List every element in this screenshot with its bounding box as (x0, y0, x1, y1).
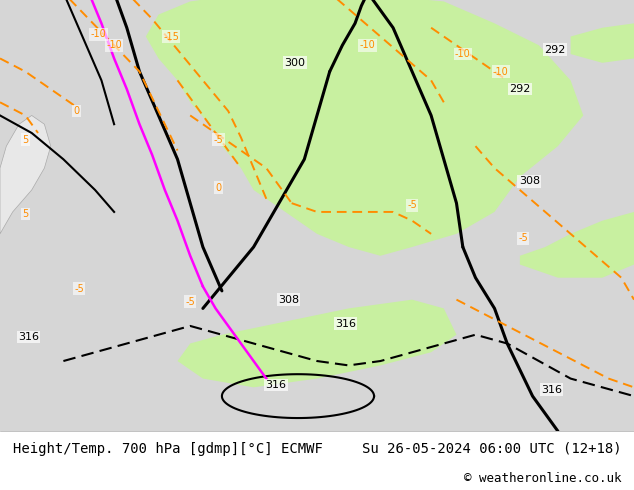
Text: 5: 5 (22, 209, 29, 219)
Text: 316: 316 (265, 380, 287, 390)
Text: 292: 292 (509, 84, 531, 94)
Text: 300: 300 (284, 58, 306, 68)
Text: -10: -10 (360, 40, 375, 50)
Text: -5: -5 (407, 200, 417, 210)
Text: -10: -10 (493, 67, 508, 76)
Text: 308: 308 (519, 176, 540, 186)
Text: 316: 316 (335, 319, 356, 329)
Text: -5: -5 (185, 297, 195, 307)
Text: -5: -5 (74, 284, 84, 294)
Text: 292: 292 (544, 45, 566, 55)
Text: -5: -5 (214, 135, 224, 145)
Text: -10: -10 (455, 49, 470, 59)
Polygon shape (0, 116, 51, 234)
Text: Su 26-05-2024 06:00 UTC (12+18): Su 26-05-2024 06:00 UTC (12+18) (361, 442, 621, 456)
Text: 316: 316 (18, 332, 39, 342)
Text: © weatheronline.co.uk: © weatheronline.co.uk (464, 472, 621, 485)
Text: -10: -10 (91, 29, 106, 39)
Text: 316: 316 (541, 385, 562, 394)
Text: -5: -5 (518, 233, 528, 243)
Text: -15: -15 (163, 31, 179, 42)
Text: 0: 0 (73, 106, 79, 116)
Text: Height/Temp. 700 hPa [gdmp][°C] ECMWF: Height/Temp. 700 hPa [gdmp][°C] ECMWF (13, 442, 323, 456)
Text: 5: 5 (22, 135, 29, 145)
Text: 308: 308 (278, 294, 299, 305)
Text: 0: 0 (216, 183, 222, 193)
Text: -10: -10 (107, 40, 122, 50)
